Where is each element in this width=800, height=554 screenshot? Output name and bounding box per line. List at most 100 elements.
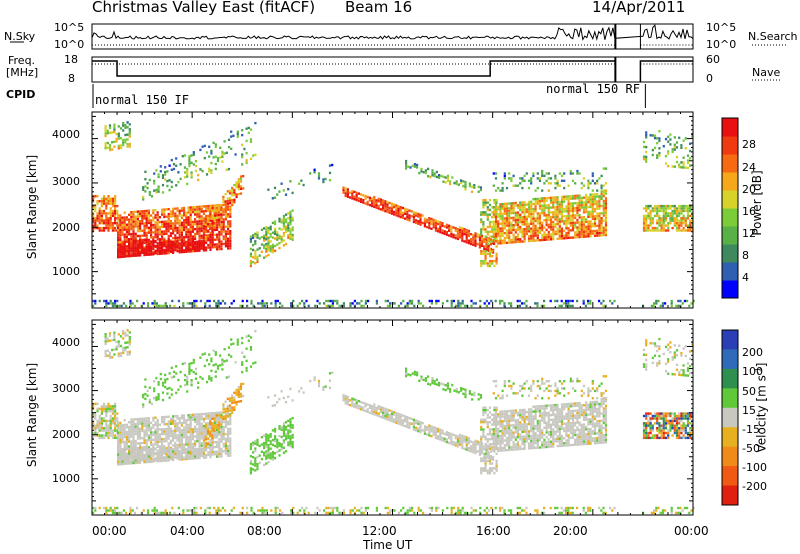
velocity-cell xyxy=(136,432,139,435)
power-cell xyxy=(105,302,108,305)
power-cell xyxy=(488,262,492,265)
power-cell xyxy=(662,229,665,232)
velocity-cell xyxy=(156,418,159,422)
power-cell xyxy=(174,242,177,246)
power-cell xyxy=(152,209,155,212)
power-cell xyxy=(107,222,110,225)
power-cell xyxy=(209,238,212,242)
power-cell xyxy=(585,198,588,202)
velocity-cell xyxy=(185,453,188,457)
power-cell xyxy=(664,137,668,141)
power-cell xyxy=(155,302,158,305)
velocity-cell xyxy=(256,455,259,459)
power-cell xyxy=(560,229,564,233)
velocity-cell xyxy=(271,455,274,459)
power-cell xyxy=(602,192,605,195)
power-cell xyxy=(484,257,487,260)
power-cell xyxy=(134,244,137,247)
velocity-cell xyxy=(100,422,103,425)
power-cell xyxy=(571,219,575,222)
power-cell xyxy=(541,207,544,210)
velocity-cell xyxy=(172,420,175,423)
power-cell xyxy=(527,234,531,238)
power-cell xyxy=(593,220,597,223)
power-cell xyxy=(162,304,165,308)
power-cell xyxy=(301,299,304,303)
power-cell xyxy=(202,224,205,228)
power-cell xyxy=(591,229,594,233)
velocity-cell xyxy=(128,447,131,450)
velocity-cell xyxy=(265,433,268,436)
velocity-cell xyxy=(134,456,137,459)
power-cell xyxy=(147,229,150,232)
velocity-cell xyxy=(212,349,215,352)
power-cell xyxy=(434,226,437,230)
power-cell xyxy=(479,188,482,192)
power-cell xyxy=(457,183,460,186)
power-cell xyxy=(158,239,161,242)
velocity-cell xyxy=(233,406,236,409)
power-cell xyxy=(587,215,590,218)
power-cell xyxy=(371,199,374,203)
power-cell xyxy=(111,200,114,203)
velocity-cell xyxy=(172,370,176,374)
power-cell xyxy=(499,237,502,240)
power-cell xyxy=(675,214,679,218)
power-cell xyxy=(172,243,175,246)
power-cell xyxy=(200,237,203,240)
power-cell xyxy=(163,251,166,254)
power-cell xyxy=(382,206,385,209)
velocity-cell xyxy=(211,443,214,446)
power-cell xyxy=(197,178,200,182)
power-cell xyxy=(585,208,588,211)
velocity-cell xyxy=(178,434,181,437)
power-cell xyxy=(96,224,99,227)
power-cell xyxy=(187,218,190,221)
power-cell xyxy=(208,170,211,173)
power-cell xyxy=(653,302,656,305)
velocity-cell xyxy=(243,355,246,358)
velocity-cell xyxy=(132,451,135,455)
power-cell xyxy=(399,208,402,211)
power-cell xyxy=(119,245,122,249)
power-cell xyxy=(196,220,199,223)
power-cell xyxy=(558,208,561,211)
power-cell xyxy=(651,226,654,230)
power-cell xyxy=(563,195,566,198)
power-cell xyxy=(684,217,687,220)
power-cell xyxy=(534,202,537,206)
power-cell xyxy=(141,229,144,232)
power-cell xyxy=(558,200,561,204)
velocity-cell xyxy=(237,393,240,396)
power-cell xyxy=(119,255,122,259)
velocity-cell xyxy=(92,405,95,408)
power-cell xyxy=(582,208,586,212)
power-cell xyxy=(176,229,179,232)
velocity-cell xyxy=(196,435,199,438)
power-cell xyxy=(549,196,553,199)
velocity-cell xyxy=(265,450,268,453)
power-cell xyxy=(153,182,156,185)
power-cell xyxy=(600,197,603,200)
power-cell xyxy=(510,202,513,205)
power-cell xyxy=(682,229,685,232)
power-cell xyxy=(483,302,486,305)
power-cell xyxy=(276,231,279,234)
velocity-cell xyxy=(134,449,137,452)
power-cell xyxy=(426,218,429,221)
power-cell xyxy=(111,197,114,200)
velocity-cell xyxy=(143,432,146,435)
velocity-cell xyxy=(196,423,199,426)
power-cell xyxy=(356,302,359,305)
power-cell xyxy=(287,229,290,232)
power-cell xyxy=(433,172,436,175)
power-cell xyxy=(508,241,511,244)
power-cell xyxy=(186,175,189,178)
power-cell xyxy=(164,178,167,181)
power-cell xyxy=(211,238,214,242)
power-cell xyxy=(430,217,433,221)
velocity-cell xyxy=(189,433,192,436)
power-cell xyxy=(604,304,607,308)
power-cell xyxy=(604,221,608,224)
power-cell xyxy=(505,236,509,240)
